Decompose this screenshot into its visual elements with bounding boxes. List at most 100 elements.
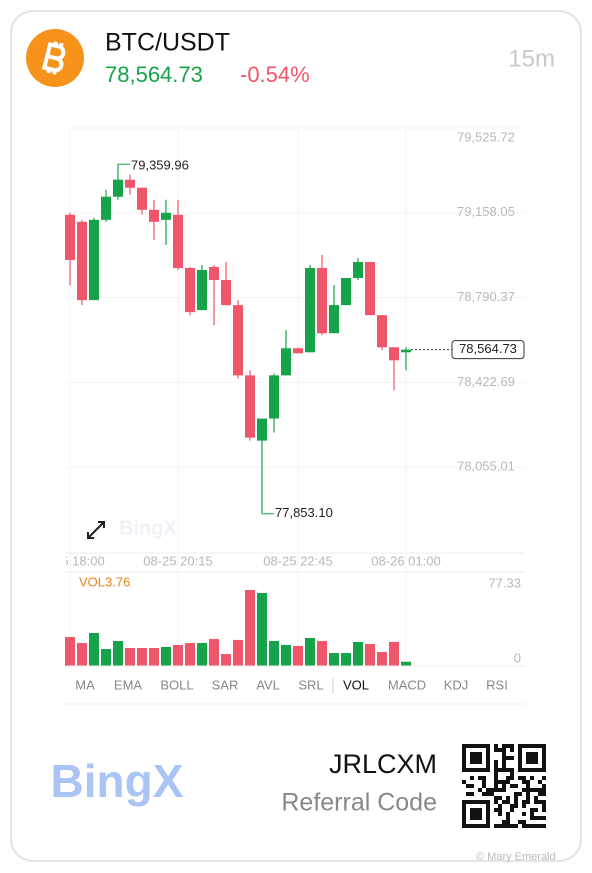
qr-module: [474, 756, 478, 760]
qr-module: [510, 804, 514, 808]
qr-module: [486, 800, 490, 804]
candle-body: [89, 219, 99, 301]
qr-module: [502, 756, 506, 760]
qr-module: [482, 776, 486, 780]
indicator-tab[interactable]: VOL: [343, 677, 369, 692]
qr-module: [466, 784, 470, 788]
volume-bar: [101, 649, 111, 666]
qr-code: [462, 744, 546, 828]
qr-module: [474, 812, 478, 816]
indicator-tab[interactable]: EMA: [114, 677, 143, 692]
qr-module: [482, 768, 486, 772]
qr-module: [534, 744, 538, 748]
candle-body: [161, 212, 171, 220]
qr-module: [542, 816, 546, 820]
high-leader: [117, 163, 130, 167]
indicator-tab[interactable]: AVL: [256, 677, 280, 692]
indicator-tab[interactable]: MACD: [388, 677, 426, 692]
volume-bar: [269, 640, 279, 666]
qr-module: [494, 768, 498, 772]
qr-module: [514, 800, 518, 804]
indicator-tab[interactable]: BOLL: [160, 677, 193, 692]
expand-icon[interactable]: [87, 521, 105, 539]
qr-module: [542, 760, 546, 764]
qr-module: [470, 812, 474, 816]
qr-module: [518, 748, 522, 752]
qr-module: [514, 792, 518, 796]
qr-module: [478, 812, 482, 816]
qr-module: [478, 808, 482, 812]
qr-module: [542, 748, 546, 752]
volume-bar: [65, 636, 75, 666]
x-tick-label: 08-25 18:00: [35, 553, 104, 568]
qr-module: [522, 776, 526, 780]
qr-module: [506, 812, 510, 816]
qr-module: [494, 744, 498, 748]
qr-module: [478, 768, 482, 772]
qr-module: [506, 824, 510, 828]
volume-bar: [353, 641, 363, 666]
qr-module: [542, 804, 546, 808]
qr-module: [502, 784, 506, 788]
candle-body: [245, 375, 255, 438]
volume-bar: [149, 648, 159, 666]
qr-module: [502, 788, 506, 792]
candle-body: [377, 315, 387, 348]
qr-module: [486, 804, 490, 808]
qr-module: [498, 796, 502, 800]
volume-bar: [257, 592, 267, 666]
qr-module: [538, 824, 542, 828]
qr-module: [526, 800, 530, 804]
volume-bar: [389, 641, 399, 666]
qr-module: [518, 820, 522, 824]
indicator-tab[interactable]: KDJ: [444, 677, 469, 692]
candle-body: [401, 349, 411, 353]
qr-module: [470, 760, 474, 764]
qr-module: [494, 784, 498, 788]
change: -0.54%: [240, 62, 310, 87]
qr-module: [530, 760, 534, 764]
qr-module: [542, 824, 546, 828]
volume-bar: [173, 644, 183, 666]
qr-module: [494, 796, 498, 800]
qr-module: [502, 760, 506, 764]
volume-bar: [125, 648, 135, 666]
qr-module: [534, 768, 538, 772]
indicator-tab[interactable]: SRL: [298, 677, 323, 692]
candle-body: [173, 214, 183, 268]
qr-module: [526, 768, 530, 772]
qr-module: [470, 824, 474, 828]
interval: 15m: [508, 45, 555, 72]
qr-module: [526, 752, 530, 756]
qr-module: [486, 792, 490, 796]
qr-module: [514, 796, 518, 800]
qr-module: [530, 756, 534, 760]
candle-body: [317, 267, 327, 334]
qr-module: [486, 788, 490, 792]
qr-module: [462, 756, 466, 760]
candle-body: [149, 209, 159, 222]
qr-module: [486, 824, 490, 828]
candle-body: [137, 187, 147, 210]
indicator-tab[interactable]: SAR: [212, 677, 239, 692]
qr-module: [462, 744, 466, 748]
qr-module: [506, 756, 510, 760]
qr-module: [502, 820, 506, 824]
qr-module: [498, 808, 502, 812]
volume-bar: [377, 652, 387, 666]
indicator-tab[interactable]: MA: [75, 677, 95, 692]
indicator-tab[interactable]: RSI: [486, 677, 508, 692]
qr-module: [542, 792, 546, 796]
qr-module: [518, 764, 522, 768]
qr-module: [466, 824, 470, 828]
qr-module: [538, 780, 542, 784]
qr-module: [506, 800, 510, 804]
qr-module: [470, 768, 474, 772]
volume-bar: [161, 646, 171, 666]
qr-module: [530, 824, 534, 828]
qr-module: [494, 776, 498, 780]
qr-module: [510, 776, 514, 780]
qr-module: [482, 744, 486, 748]
volume-bar: [365, 644, 375, 666]
candle-body: [389, 347, 399, 361]
